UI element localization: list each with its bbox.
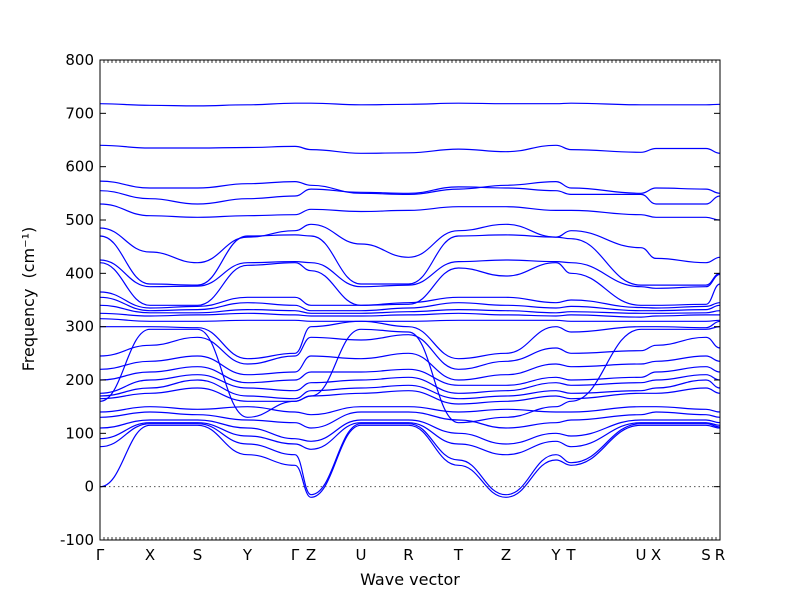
y-tick-label: 0 [84,478,94,496]
band-7 [99,234,721,286]
y-tick-label: 100 [65,424,94,442]
x-tick-label: Y [550,546,561,564]
x-tick-label: Z [306,546,316,564]
y-axis-label: Frequency (cm⁻¹) [19,227,38,371]
band-12 [99,304,721,314]
x-tick-label: X [651,546,661,564]
band-3 [99,180,721,195]
band-2 [99,144,721,154]
bands-group [99,102,721,498]
y-tick-label: 800 [65,51,94,69]
band-1 [99,102,721,107]
y-tick-label: -100 [60,531,94,549]
band-8 [99,259,721,289]
x-tick-label: Γ [96,546,105,564]
band-9 [99,262,721,306]
x-tick-label: X [145,546,155,564]
x-tick-label: S [193,546,203,564]
band-24 [99,411,721,429]
band-23 [99,406,721,416]
band-10 [99,291,721,309]
band-25 [99,419,721,445]
y-tick-label: 600 [65,158,94,176]
band-27 [99,423,721,496]
x-tick-label: R [715,546,725,564]
y-tick-label: 400 [65,264,94,282]
y-axis: -100 0 100 200 300 400 500 600 700 800 [60,51,720,549]
y-tick-label: 700 [65,104,94,122]
x-tick-label: Y [242,546,253,564]
y-axis-label-unit: (cm⁻¹) [19,227,38,279]
band-21 [99,387,721,405]
band-14 [99,318,721,322]
band-11 [99,296,721,312]
band-26 [99,422,721,456]
plot-frame [99,59,721,541]
x-tick-label: T [453,546,464,564]
x-tick-label: S [701,546,711,564]
band-20 [99,379,721,400]
band-22 [99,326,721,424]
x-axis-label: Wave vector [360,570,460,589]
band-6 [99,223,721,264]
x-tick-label: R [403,546,413,564]
x-tick-label: U [636,546,647,564]
x-tick-label: Z [501,546,511,564]
band-4 [99,186,721,205]
y-tick-label: 500 [65,211,94,229]
y-axis-label-text: Frequency [19,289,38,372]
y-tick-label: 300 [65,318,94,336]
band-28 [99,424,721,498]
y-tick-label: 200 [65,371,94,389]
band-16 [99,334,721,370]
x-tick-label: U [356,546,367,564]
x-tick-label: Γ [291,546,300,564]
band-5 [99,203,721,221]
x-tick-label: T [565,546,576,564]
band-15 [100,320,721,360]
band-17 [99,352,721,381]
band-13 [99,312,720,318]
